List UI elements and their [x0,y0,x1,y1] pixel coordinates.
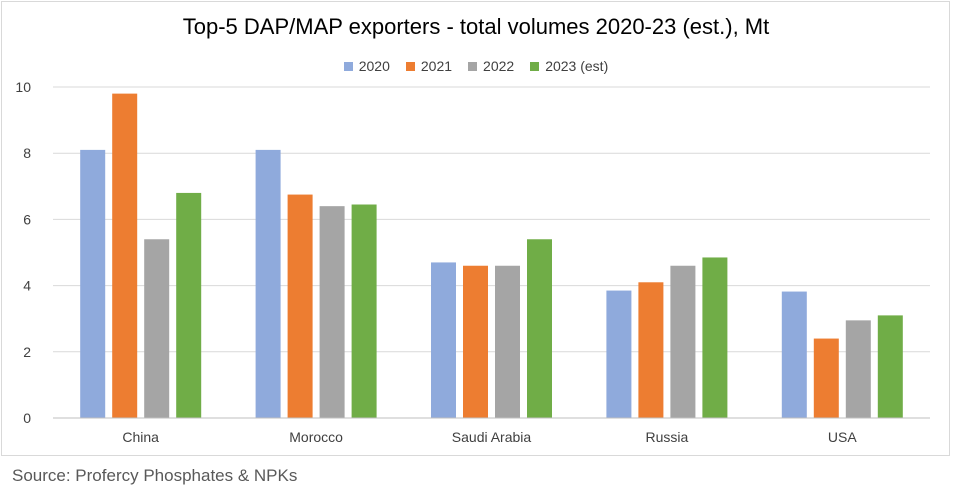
bar [638,282,664,418]
legend-swatch [530,61,540,71]
bar [877,315,903,418]
legend-swatch [468,61,478,71]
y-tick-label: 6 [23,211,31,227]
bar [80,149,106,418]
bar [702,257,728,418]
bar [287,194,313,418]
plot-area: 0 2 4 6 8 10 China Morocco Saudi Arabia Russia USA [15,79,930,445]
legend-label: 2023 (est) [545,58,609,74]
bar [670,265,696,418]
legend-label: 2021 [420,58,453,74]
bar [176,192,202,418]
bar [112,93,138,419]
legend: 2020 2021 2022 2023 (est) [0,58,952,74]
bar [606,290,632,418]
bar [255,149,281,418]
x-tick-label: Saudi Arabia [452,429,532,445]
bar [463,265,488,418]
bar [431,262,456,418]
legend-item: 2021 [405,58,453,74]
legend-item: 2020 [343,58,390,74]
legend-label: 2020 [358,58,390,74]
bar [813,338,839,418]
bar [495,265,520,418]
x-tick-label: Russia [646,429,689,445]
legend-item: 2022 [468,58,514,74]
bar [845,320,871,418]
y-tick-label: 8 [23,145,31,161]
y-tick-label: 2 [23,344,31,360]
y-tick-label: 0 [23,410,31,426]
bar [781,291,807,418]
legend-swatch [343,61,353,71]
x-tick-label: Morocco [289,429,343,445]
legend-swatch [405,61,415,71]
bar [351,204,377,418]
x-tick-label: China [122,429,159,445]
bar [144,239,170,418]
x-tick-label: USA [828,429,857,445]
bar [319,206,345,418]
legend-item: 2023 (est) [530,58,608,74]
source-note: Source: Profercy Phosphates & NPKs [12,466,298,485]
bar [527,239,552,418]
y-tick-label: 4 [23,278,31,294]
y-tick-label: 10 [15,79,31,95]
legend-label: 2022 [483,58,515,74]
chart-title: Top-5 DAP/MAP exporters - total volumes … [182,14,770,39]
